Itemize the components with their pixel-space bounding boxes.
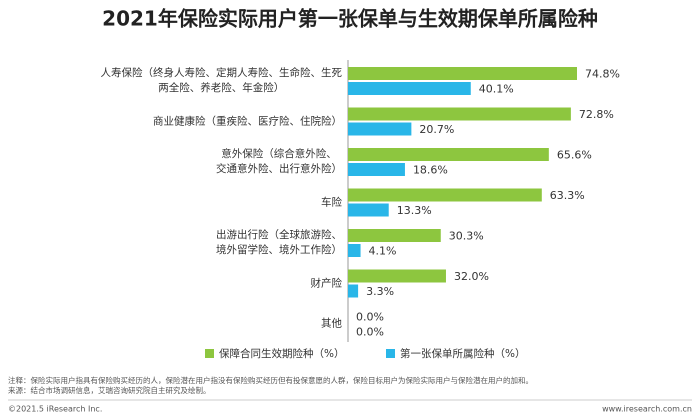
- category-label: 财产险: [310, 277, 343, 289]
- legend-label: 保障合同生效期险种（%）: [219, 347, 344, 360]
- category-label: 人寿保险（终身人寿险、定期人寿险、生命险、生死 两全险、养老险、年金险）: [100, 67, 343, 94]
- value-label: 18.6%: [413, 164, 448, 177]
- bar: [348, 82, 471, 95]
- value-label: 20.7%: [419, 123, 454, 136]
- note: 注释：保险实际用户指具有保险购买经历的人，保险潜在用户指没有保险购买经历但有投保…: [8, 376, 533, 385]
- legend-swatch: [386, 349, 395, 358]
- category-label: 商业健康险（重疾险、医疗险、住院险）: [153, 115, 342, 127]
- value-label: 0.0%: [356, 326, 384, 339]
- bar: [348, 284, 359, 298]
- chart-title: 2021年保险实际用户第一张保单与生效期保单所属险种: [102, 7, 598, 31]
- website: www.iresearch.com.cn: [602, 405, 692, 414]
- legend-label: 第一张保单所属险种（%）: [400, 347, 525, 360]
- bar: [348, 163, 405, 176]
- value-label: 30.3%: [449, 230, 484, 243]
- value-label: 32.0%: [454, 270, 489, 283]
- category-label: 出游出行险（全球旅游险、 境外留学险、境外工作险）: [216, 229, 342, 256]
- value-label: 63.3%: [550, 189, 585, 202]
- bar: [348, 67, 577, 80]
- legend-swatch: [205, 349, 214, 358]
- bar: [348, 122, 412, 136]
- value-label: 40.1%: [479, 83, 514, 96]
- value-label: 0.0%: [356, 311, 384, 324]
- note: 来源：结合市场调研信息，艾瑞咨询研究院自主研究及绘制。: [8, 386, 211, 395]
- value-label: 4.1%: [369, 245, 397, 258]
- category-label: 其他: [321, 317, 342, 330]
- category-label: 意外保险（综合意外险、 交通意外险、出行意外险）: [216, 148, 342, 175]
- bar: [348, 188, 542, 202]
- value-label: 3.3%: [366, 285, 394, 298]
- category-label: 车险: [321, 196, 342, 208]
- bar: [348, 244, 361, 257]
- value-label: 65.6%: [557, 149, 592, 162]
- value-label: 74.8%: [585, 68, 620, 81]
- bar: [348, 269, 446, 283]
- value-label: 13.3%: [397, 204, 432, 217]
- value-label: 72.8%: [579, 108, 614, 121]
- bar: [348, 203, 389, 217]
- bar: [348, 148, 549, 161]
- copyright: ©2021.5 iResearch Inc.: [8, 405, 102, 414]
- bar: [348, 229, 441, 242]
- bar: [348, 107, 571, 121]
